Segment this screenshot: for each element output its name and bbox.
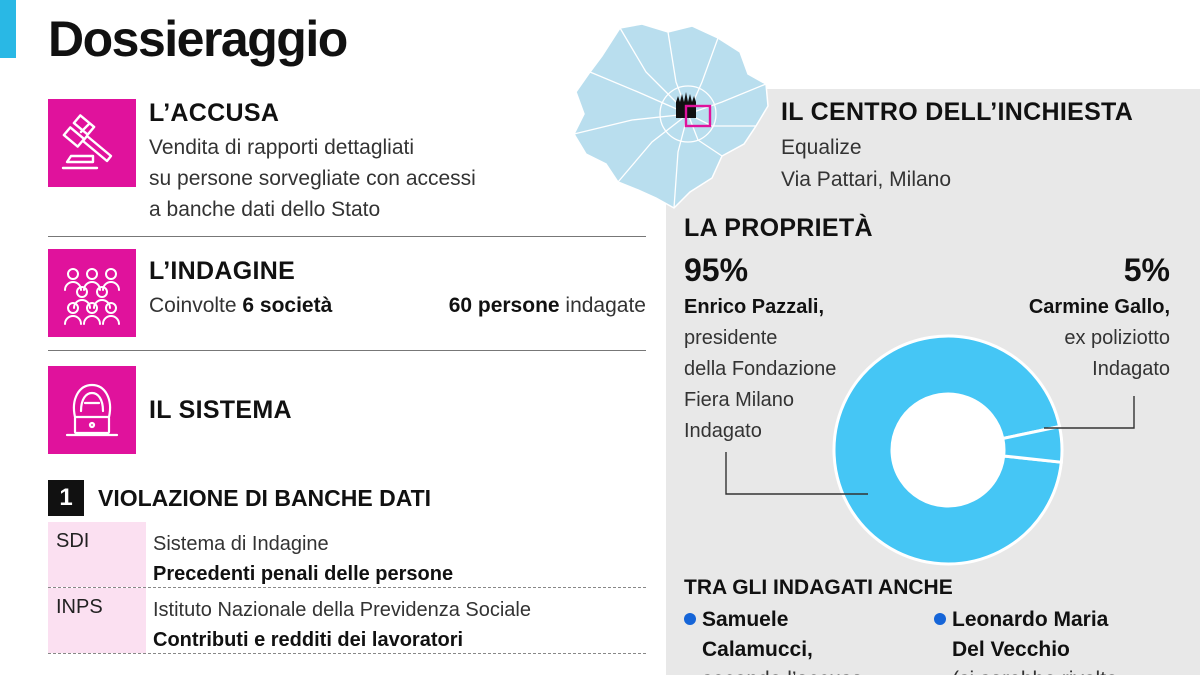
accusa-title: L’ACCUSA <box>149 99 280 127</box>
person-name: Leonardo Maria <box>934 605 1118 635</box>
table-row: SDI Sistema di Indagine Precedenti penal… <box>48 522 646 588</box>
people-group-icon <box>48 249 136 337</box>
section-indagine: L’INDAGINE Coinvolte 6 società 60 person… <box>48 249 646 339</box>
divider <box>48 236 646 237</box>
person-note: secondo l’accusa <box>684 665 863 675</box>
bullet-dot-icon <box>684 613 696 625</box>
also-indagati-title: TRA GLI INDAGATI ANCHE <box>684 576 953 599</box>
ownership-donut-chart <box>832 334 1064 566</box>
gavel-icon <box>48 99 136 187</box>
indagine-persone-suffix: indagate <box>559 294 646 317</box>
owner-desc-line: Indagato <box>1092 358 1170 380</box>
indagine-title: L’INDAGINE <box>149 257 296 285</box>
db-content: Precedenti penali delle persone <box>153 563 454 585</box>
accusa-line: su persone sorvegliate con accessi <box>149 167 476 190</box>
owner-desc-line: della Fondazione <box>684 358 837 380</box>
table-row: INPS Istituto Nazionale della Previdenza… <box>48 588 646 654</box>
database-table: SDI Sistema di Indagine Precedenti penal… <box>48 522 646 654</box>
hacker-laptop-icon <box>48 366 136 454</box>
violazione-title: VIOLAZIONE DI BANCHE DATI <box>98 484 432 511</box>
page-title: Dossieraggio <box>48 11 348 67</box>
centro-address: Via Pattari, Milano <box>781 168 952 191</box>
person-name: Samuele <box>684 605 863 635</box>
owner-description: presidente della Fondazione Fiera Milano… <box>684 323 836 447</box>
db-description: Sistema di Indagine Precedenti penali de… <box>146 522 646 587</box>
person-note: (si sarebbe rivolto <box>934 665 1118 675</box>
indagine-stats: Coinvolte 6 società 60 persone indagate <box>149 294 646 318</box>
person-name-line: Del Vecchio <box>952 638 1070 661</box>
accusa-line: a banche dati dello Stato <box>149 198 381 221</box>
db-code: SDI <box>48 522 146 587</box>
db-name: Istituto Nazionale della Previdenza Soci… <box>153 599 531 621</box>
section-sistema: IL SISTEMA <box>48 366 646 454</box>
milan-map <box>573 23 769 209</box>
indagine-societa-count: 6 società <box>242 294 333 317</box>
centro-title: IL CENTRO DELL’INCHIESTA <box>781 98 1134 126</box>
owner-percentage: 5% <box>1123 252 1170 288</box>
proprieta-title: LA PROPRIETÀ <box>684 214 873 242</box>
indagine-persone: 60 persone indagate <box>449 294 646 318</box>
person-name-line: Leonardo Maria <box>952 608 1109 631</box>
owner-description: ex poliziotto Indagato <box>1064 323 1170 385</box>
accusa-line: Vendita di rapporti dettagliati <box>149 136 415 159</box>
owner-desc-line: presidente <box>684 327 778 349</box>
donut-hole <box>892 394 1004 506</box>
person-name-line: Calamucci, <box>702 638 813 661</box>
owner-name: Carmine Gallo, <box>1028 296 1170 318</box>
section-accusa: L’ACCUSA Vendita di rapporti dettagliati… <box>48 99 646 221</box>
owner-name: Enrico Pazzali, <box>684 296 825 318</box>
db-description: Istituto Nazionale della Previdenza Soci… <box>146 588 646 653</box>
list-item: Leonardo Maria Del Vecchio (si sarebbe r… <box>934 605 1118 675</box>
indagine-persone-count: 60 persone <box>448 294 560 317</box>
list-item: Samuele Calamucci, secondo l’accusa <box>684 605 863 675</box>
person-name-line: Samuele <box>702 608 789 631</box>
indagine-societa-prefix: Coinvolte <box>149 294 243 317</box>
sistema-title: IL SISTEMA <box>149 396 292 424</box>
owner-desc-line: ex poliziotto <box>1064 327 1170 349</box>
violazione-heading: 1 VIOLAZIONE DI BANCHE DATI <box>48 480 431 516</box>
db-code: INPS <box>48 588 146 653</box>
bullet-dot-icon <box>934 613 946 625</box>
divider <box>48 350 646 351</box>
owner-percentage: 95% <box>684 252 749 288</box>
owner-desc-line: Indagato <box>684 420 762 442</box>
db-content: Contributi e redditi dei lavoratori <box>153 629 464 651</box>
centro-company: Equalize <box>781 136 862 159</box>
title-accent-bar <box>0 0 16 58</box>
owner-desc-line: Fiera Milano <box>684 389 795 411</box>
step-number: 1 <box>48 480 84 516</box>
accusa-body: Vendita di rapporti dettagliati su perso… <box>149 132 646 225</box>
db-name: Sistema di Indagine <box>153 533 329 555</box>
indagine-societa: Coinvolte 6 società <box>149 294 332 318</box>
